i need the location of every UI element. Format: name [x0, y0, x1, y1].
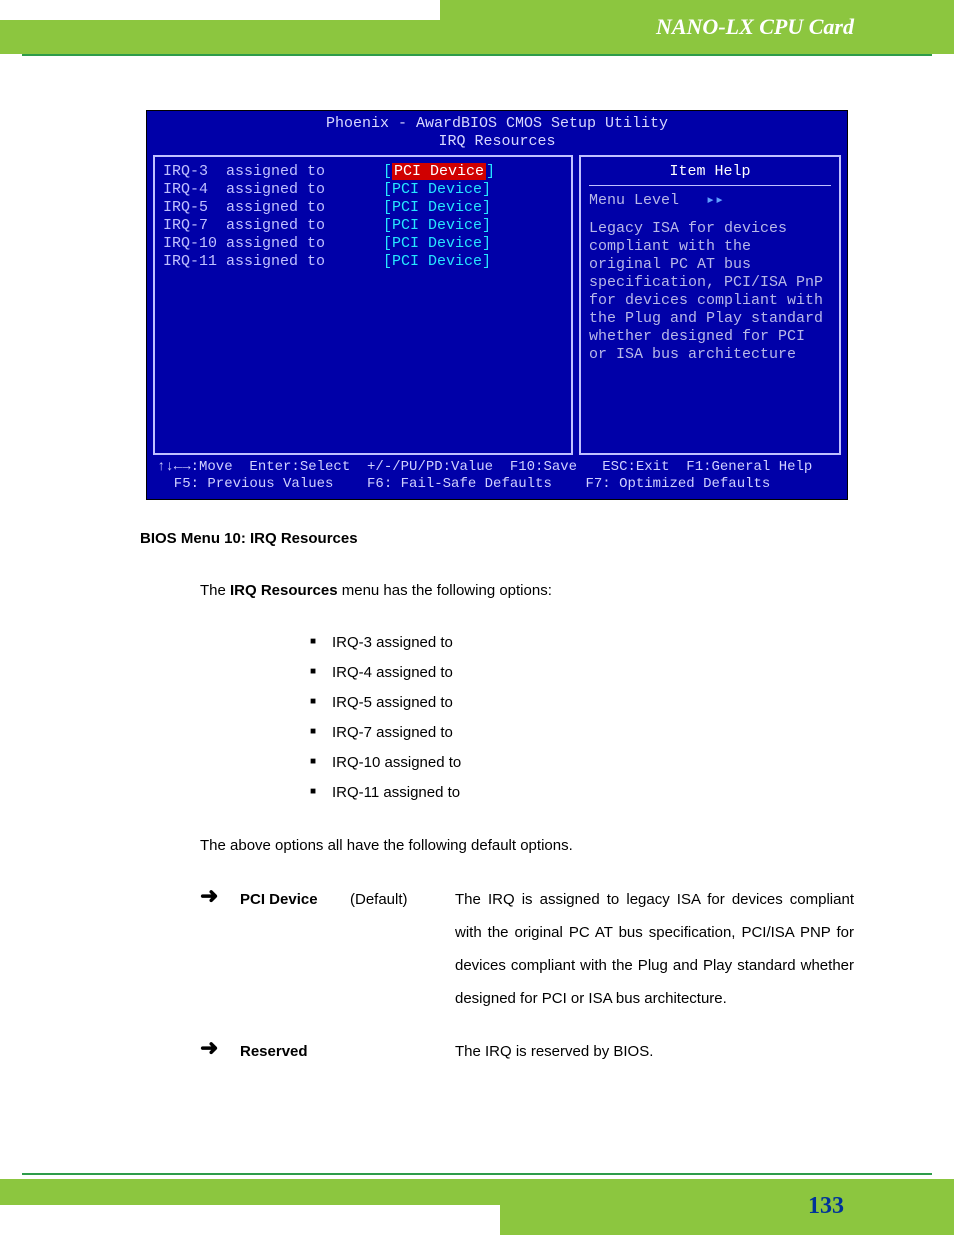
intro-prefix: The: [200, 582, 230, 599]
bios-irq-label: IRQ-5 assigned to: [163, 199, 383, 217]
header-notch: [0, 0, 440, 20]
option-desc: The IRQ is assigned to legacy ISA for de…: [455, 883, 854, 1015]
bios-item-help-header: Item Help: [589, 163, 831, 186]
bios-help-text: Legacy ISA for devices compliant with th…: [589, 220, 831, 364]
bios-irq-row: IRQ-11 assigned to[PCI Device]: [163, 253, 563, 271]
option-desc: The IRQ is reserved by BIOS.: [455, 1035, 854, 1068]
option-bullet: IRQ-7 assigned to: [310, 718, 854, 748]
bios-menu-level: Menu Level ▸▸: [589, 192, 831, 210]
intro-bold: IRQ Resources: [230, 582, 338, 599]
bios-title: Phoenix - AwardBIOS CMOS Setup Utility I…: [147, 111, 847, 153]
page-number: 133: [808, 1193, 844, 1220]
figure-caption: BIOS Menu 10: IRQ Resources: [140, 530, 854, 547]
bios-screenshot: Phoenix - AwardBIOS CMOS Setup Utility I…: [146, 110, 848, 500]
bios-irq-value: [PCI Device]: [383, 199, 491, 217]
footer-notch: [0, 1205, 500, 1235]
option-row: ➜Reserved The IRQ is reserved by BIOS.: [200, 1035, 854, 1068]
page-content: Phoenix - AwardBIOS CMOS Setup Utility I…: [0, 70, 954, 1165]
header-rule: [22, 54, 932, 56]
bios-irq-row: IRQ-3 assigned to[PCI Device]: [163, 163, 563, 181]
option-name: Reserved: [240, 1035, 350, 1068]
page-footer-band: 133: [0, 1179, 954, 1235]
bios-irq-label: IRQ-11 assigned to: [163, 253, 383, 271]
bios-irq-value: [PCI Device]: [383, 235, 491, 253]
bios-menu-level-label: Menu Level: [589, 192, 679, 209]
bios-irq-row: IRQ-4 assigned to[PCI Device]: [163, 181, 563, 199]
bios-title-line1: Phoenix - AwardBIOS CMOS Setup Utility: [326, 115, 668, 132]
bios-footer-line1: ↑↓←→:Move Enter:Select +/-/PU/PD:Value F…: [157, 459, 812, 475]
bios-irq-label: IRQ-10 assigned to: [163, 235, 383, 253]
bios-footer: ↑↓←→:Move Enter:Select +/-/PU/PD:Value F…: [147, 457, 847, 499]
option-bullet: IRQ-4 assigned to: [310, 658, 854, 688]
option-bullet: IRQ-10 assigned to: [310, 748, 854, 778]
option-definitions: ➜PCI Device(Default)The IRQ is assigned …: [200, 883, 854, 1068]
option-name: PCI Device: [240, 883, 350, 916]
intro-suffix: menu has the following options:: [338, 582, 552, 599]
bios-panels: IRQ-3 assigned to[PCI Device]IRQ-4 assig…: [147, 153, 847, 457]
bios-irq-value: [PCI Device]: [383, 181, 491, 199]
option-bullet: IRQ-5 assigned to: [310, 688, 854, 718]
arrow-icon: ➜: [200, 883, 240, 909]
option-bullet: IRQ-11 assigned to: [310, 778, 854, 808]
bios-irq-label: IRQ-4 assigned to: [163, 181, 383, 199]
bios-irq-label: IRQ-3 assigned to: [163, 163, 383, 181]
footer-rule: [22, 1173, 932, 1175]
bios-irq-row: IRQ-7 assigned to[PCI Device]: [163, 217, 563, 235]
bios-footer-line2: F5: Previous Values F6: Fail-Safe Defaul…: [157, 476, 770, 492]
bios-menu-level-arrows: ▸▸: [706, 192, 724, 209]
after-list-paragraph: The above options all have the following…: [200, 832, 854, 859]
bios-left-panel: IRQ-3 assigned to[PCI Device]IRQ-4 assig…: [153, 155, 573, 455]
bios-irq-label: IRQ-7 assigned to: [163, 217, 383, 235]
page-header-band: NANO-LX CPU Card: [0, 0, 954, 54]
bios-irq-row: IRQ-5 assigned to[PCI Device]: [163, 199, 563, 217]
arrow-icon: ➜: [200, 1035, 240, 1061]
option-bullet-list: IRQ-3 assigned toIRQ-4 assigned toIRQ-5 …: [310, 628, 854, 808]
option-bullet: IRQ-3 assigned to: [310, 628, 854, 658]
option-default: (Default): [350, 883, 455, 916]
option-row: ➜PCI Device(Default)The IRQ is assigned …: [200, 883, 854, 1015]
doc-title: NANO-LX CPU Card: [656, 14, 854, 40]
bios-irq-value: [PCI Device]: [383, 163, 495, 181]
bios-title-line2: IRQ Resources: [438, 133, 555, 150]
bios-irq-value: [PCI Device]: [383, 217, 491, 235]
intro-paragraph: The IRQ Resources menu has the following…: [200, 577, 854, 604]
bios-irq-row: IRQ-10 assigned to[PCI Device]: [163, 235, 563, 253]
bios-irq-value: [PCI Device]: [383, 253, 491, 271]
bios-right-panel: Item Help Menu Level ▸▸ Legacy ISA for d…: [579, 155, 841, 455]
